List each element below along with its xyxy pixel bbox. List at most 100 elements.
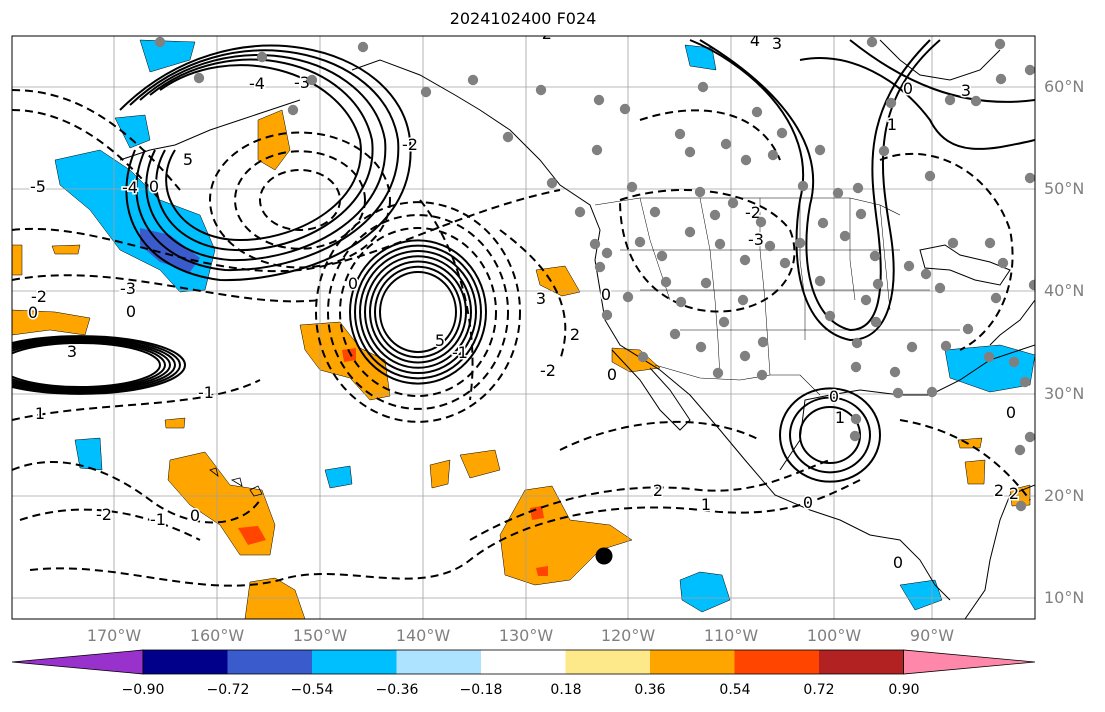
colorbar-swatch [227,650,312,674]
dashed-contour-line [879,152,1014,351]
station-dot [779,257,791,269]
station-dot [357,41,369,53]
colorbar-extend-min [11,649,144,675]
colorbar-tick-label: −0.90 [121,682,165,698]
lat-lon-grid [12,36,1035,619]
contour-label: 0 [149,177,159,196]
solid-contour-line [354,244,482,380]
station-dot [574,206,586,218]
station-dot [739,254,751,266]
colorbar-tick-label: 0.18 [550,682,582,698]
solid-contour-line [12,342,161,388]
solid-contour-line [12,340,166,390]
contour-label: -2 [96,505,112,524]
contour-label: 2 [570,325,580,344]
solid-contour-line [119,44,412,282]
contour-label: -2 [540,361,556,380]
contour-label: 0 [601,285,611,304]
negative-anomaly-area [899,579,943,611]
dashed-contour-line [234,150,366,250]
lon-label-100w: 100°W [806,626,862,645]
solid-contour-line [12,337,176,393]
contour-label: -3 [120,279,136,298]
solid-contour-line [159,64,362,242]
station-dot [1024,64,1035,76]
contour-label: -1 [452,343,468,362]
station-dot [154,36,166,48]
dashed-contour-line [12,89,181,191]
solid-contour-line [12,336,181,394]
station-dot [872,278,884,290]
contour-label: -2 [745,203,761,222]
station-dot [1024,431,1035,443]
contour-lines [12,39,1035,587]
station-dot [934,282,946,294]
map-title: 2024102400 F024 [449,9,597,28]
contour-label: 1 [701,495,711,514]
station-dot [866,36,878,48]
dashed-contour-line [315,201,521,423]
colorbar-tick-label: 0.36 [634,682,666,698]
station-dot [814,275,826,287]
station-dot [656,250,668,262]
positive-anomaly-area [51,244,81,255]
station-dot [776,127,788,139]
station-dot [694,186,706,198]
hudson-bay [879,39,1001,81]
solid-contour-line [379,271,457,353]
contour-label: -4 [249,74,265,93]
station-dot [594,261,606,273]
colorbar-swatch [312,650,397,674]
colorbar-swatch [650,650,735,674]
us-mexico-border [654,364,821,396]
station-dot [994,38,1006,50]
contour-label: 0 [348,274,358,293]
lon-label-160w: 160°W [189,626,245,645]
station-dot [906,341,918,353]
station-dot [589,238,601,250]
dashed-contour-line [339,227,497,397]
station-dot [839,230,851,242]
gulf-coast [964,484,1035,619]
negative-anomaly-area [944,344,1035,393]
north-america-west-coast [351,59,951,601]
station-dot [850,413,862,425]
contour-label: 3 [536,289,546,308]
positive-anomaly-area [611,347,661,373]
colorbar-swatch [734,650,819,674]
station-dot [709,209,721,221]
station-dot [740,154,752,166]
station-dot [546,177,558,189]
station-dot [720,138,732,150]
strong-positive-anomaly-area [342,348,356,362]
station-dot [944,94,956,106]
station-dot [669,328,681,340]
station-dot [697,81,709,93]
contour-label: 3 [772,34,782,53]
station-dot [1024,172,1035,184]
station-dot [814,144,826,156]
positive-anomaly-area [957,437,983,449]
solid-contour-line [349,239,487,385]
station-dot [256,51,268,63]
lon-label-90w: 90°W [909,626,955,645]
contour-label: 3 [67,342,77,361]
station-dot [739,350,751,362]
station-dot [684,226,696,238]
dashed-contour-line [12,274,321,303]
station-dot [767,149,779,161]
colorbar-swatch [396,650,481,674]
colorbar-extend-max [903,649,1036,675]
mexico-gulf-coast [779,344,1035,471]
station-dot [193,72,205,84]
contour-label: -2 [536,24,552,43]
station-dot [1008,356,1020,368]
colorbar-tick-label: −0.72 [206,682,250,698]
lat-label-50n: 50°N [1044,179,1085,198]
solid-contour-line [789,396,871,474]
station-dot [502,131,514,143]
station-dot [926,386,938,398]
solid-contour-line [149,58,374,252]
